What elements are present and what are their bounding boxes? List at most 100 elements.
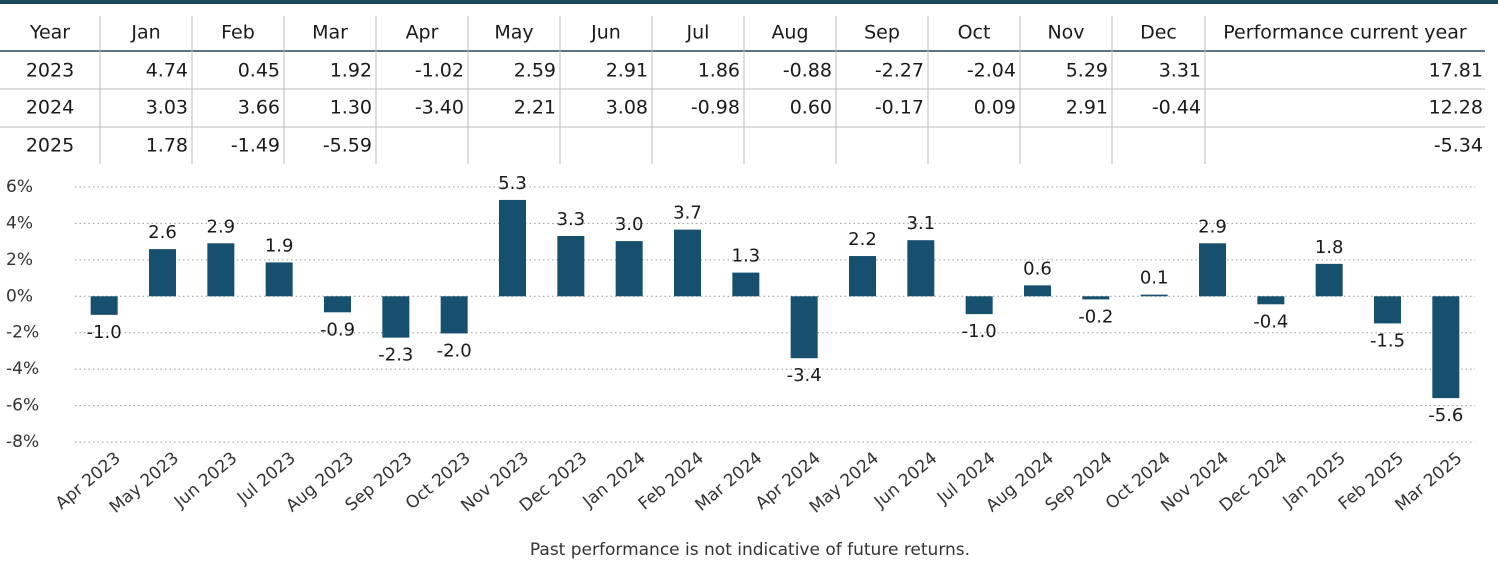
month-cell: 2.91: [1066, 97, 1108, 119]
table-header: Apr: [406, 22, 439, 44]
value-label: 1.3: [732, 246, 761, 267]
value-label: 3.3: [557, 209, 586, 230]
table-header: Jul: [686, 22, 710, 44]
bar: [382, 296, 410, 338]
total-cell: 12.28: [1429, 97, 1483, 119]
month-cell: -0.98: [691, 97, 740, 119]
month-cell: 3.03: [146, 97, 188, 119]
y-tick-label: -8%: [6, 432, 39, 452]
y-tick-label: -2%: [6, 323, 39, 343]
month-cell: -0.44: [1152, 97, 1201, 119]
bar: [965, 296, 993, 315]
y-tick-label: -4%: [6, 359, 39, 379]
value-label: 3.0: [615, 214, 644, 235]
bar: [499, 199, 526, 297]
month-cell: 3.08: [606, 97, 648, 119]
x-tick-label: Jun 2023: [170, 448, 241, 512]
bar: [1140, 294, 1168, 297]
bar: [1315, 263, 1343, 297]
value-label: 2.9: [1198, 216, 1227, 237]
month-cell: -2.04: [967, 60, 1016, 82]
value-label: -5.6: [1428, 405, 1463, 426]
month-cell: 2.21: [514, 97, 556, 119]
year-cell: 2024: [26, 97, 74, 119]
value-label: 5.3: [498, 173, 527, 194]
table-header: Jan: [130, 22, 160, 44]
month-cell: -0.17: [875, 97, 924, 119]
bar: [1024, 285, 1051, 297]
month-cell: 0.09: [974, 97, 1016, 119]
month-cell: 4.74: [146, 60, 188, 82]
month-cell: 2.59: [514, 60, 556, 82]
bar: [207, 243, 235, 297]
bar: [732, 272, 760, 297]
value-label: 2.9: [207, 216, 236, 237]
month-cell: -2.27: [875, 60, 924, 82]
table-header: Oct: [958, 22, 991, 44]
bar: [1257, 296, 1285, 305]
x-tick-label: Jun 2024: [870, 448, 941, 512]
value-label: 3.1: [907, 213, 936, 234]
y-tick-label: 0%: [6, 286, 33, 306]
month-cell: 1.78: [146, 135, 188, 157]
month-cell: 5.29: [1066, 60, 1108, 82]
value-label: -1.5: [1370, 330, 1405, 351]
table-header: Mar: [312, 22, 348, 44]
bar: [849, 256, 876, 297]
value-label: -1.0: [962, 321, 997, 342]
month-cell: -3.40: [415, 97, 464, 119]
y-tick-label: -6%: [6, 396, 39, 416]
month-cell: -0.88: [783, 60, 832, 82]
table-header: May: [494, 22, 533, 44]
bar: [790, 296, 818, 359]
month-cell: 1.86: [698, 60, 740, 82]
bar: [674, 229, 701, 297]
value-label: 1.9: [265, 235, 294, 256]
bar: [1432, 296, 1460, 399]
table-header: Sep: [864, 22, 900, 44]
y-tick-label: 4%: [6, 213, 33, 233]
value-label: 0.1: [1140, 268, 1169, 289]
value-label: 1.8: [1315, 237, 1344, 258]
bar: [440, 296, 468, 334]
table-header: Feb: [221, 22, 255, 44]
value-label: -2.3: [378, 345, 413, 366]
table-header: Nov: [1047, 22, 1084, 44]
value-label: -1.0: [87, 322, 122, 343]
month-cell: -1.49: [231, 135, 280, 157]
table-header: Performance current year: [1223, 22, 1467, 44]
value-label: 0.6: [1023, 258, 1052, 279]
bar: [90, 296, 118, 315]
month-cell: 1.92: [330, 60, 372, 82]
month-cell: 0.60: [790, 97, 832, 119]
year-cell: 2025: [26, 135, 74, 157]
bar: [1199, 243, 1226, 297]
top-rule: [0, 0, 1498, 4]
total-cell: 17.81: [1429, 60, 1483, 82]
table-header: Year: [29, 22, 70, 44]
value-label: 2.6: [148, 222, 177, 243]
value-label: -3.4: [787, 365, 822, 386]
footnote: Past performance is not indicative of fu…: [530, 540, 970, 560]
value-label: 2.2: [848, 229, 877, 250]
month-cell: 3.66: [238, 97, 280, 119]
total-cell: -5.34: [1434, 135, 1483, 157]
month-cell: 3.31: [1159, 60, 1201, 82]
month-cell: 2.91: [606, 60, 648, 82]
month-cell: 0.45: [238, 60, 280, 82]
bar: [557, 235, 585, 297]
bar: [324, 296, 351, 313]
table-header: Dec: [1140, 22, 1177, 44]
year-cell: 2023: [26, 60, 74, 82]
bar: [1374, 296, 1401, 324]
month-cell: 1.30: [330, 97, 372, 119]
table-header: Jun: [590, 22, 621, 44]
bar: [265, 262, 293, 297]
month-cell: -1.02: [415, 60, 464, 82]
y-tick-label: 6%: [6, 177, 33, 197]
value-label: -0.4: [1253, 311, 1288, 332]
value-label: 3.7: [673, 203, 702, 224]
value-label: -0.9: [320, 319, 355, 340]
value-label: -0.2: [1078, 306, 1113, 327]
